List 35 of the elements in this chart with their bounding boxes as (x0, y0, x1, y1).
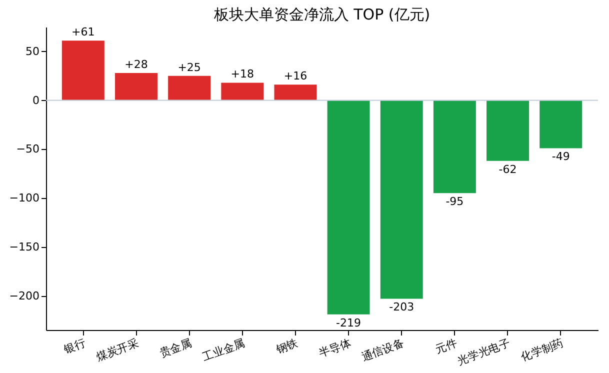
data-label: -49 (552, 150, 570, 164)
x-tick-label: 贵金属 (158, 336, 194, 360)
x-tick-label: 银行 (61, 336, 88, 357)
bar (221, 82, 264, 100)
data-label: -62 (498, 162, 517, 176)
y-tick-label: 0 (32, 94, 40, 107)
data-label: -95 (446, 195, 464, 208)
data-label: +25 (178, 60, 201, 74)
data-label: +61 (72, 26, 95, 39)
bar (168, 76, 211, 100)
data-label: +28 (124, 58, 148, 71)
data-label: +18 (230, 68, 254, 81)
bar (274, 84, 317, 100)
y-tick-label: −150 (9, 240, 40, 254)
bar (380, 100, 423, 299)
x-tick-label: 煤炭开采 (94, 336, 140, 364)
x-tick-label: 化学制药 (519, 336, 565, 364)
x-tick-label: 半导体 (317, 336, 353, 360)
bar (540, 100, 582, 148)
bar (115, 72, 158, 100)
y-tick-label: −50 (16, 142, 40, 156)
x-tick-label: 工业金属 (200, 336, 246, 364)
x-tick-label: 钢铁 (274, 336, 300, 357)
bar (62, 40, 104, 100)
x-tick-label: 通信设备 (360, 336, 406, 364)
data-label: -219 (336, 316, 362, 330)
y-tick-label: −100 (9, 192, 40, 205)
y-tick-label: 50 (26, 44, 40, 58)
bar (486, 100, 529, 161)
data-label: -203 (389, 300, 414, 314)
y-tick-label: −200 (9, 289, 40, 302)
chart-title: 板块大单资金净流入 TOP (亿元) (212, 6, 430, 24)
data-label: +16 (284, 70, 308, 83)
bar (327, 100, 370, 314)
bar (433, 100, 476, 194)
